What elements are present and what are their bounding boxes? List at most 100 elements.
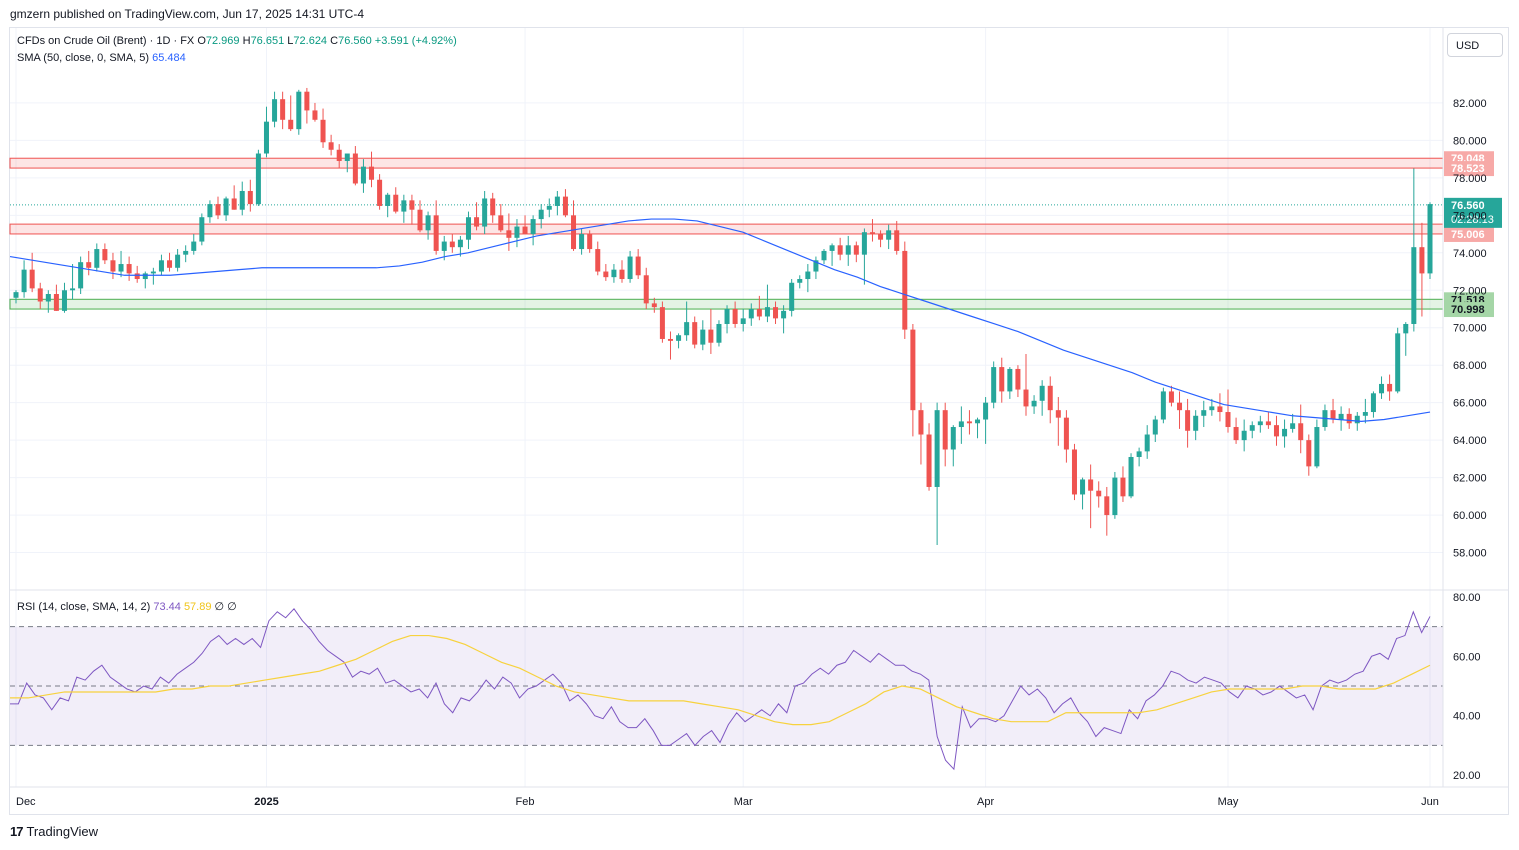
candle-body	[1104, 496, 1110, 516]
open-value: 72.969	[205, 35, 240, 47]
candle-body	[983, 402, 989, 420]
candle-body	[1185, 410, 1191, 431]
candle-body	[732, 309, 738, 324]
candle-body	[433, 215, 439, 251]
candle-body	[498, 215, 504, 231]
candle-body	[781, 310, 787, 319]
key-level-tag-label: 75.006	[1451, 229, 1485, 241]
time-tick-label: May	[1218, 796, 1239, 808]
candle-body	[1379, 383, 1385, 394]
candle-body	[659, 307, 665, 339]
candle-body	[845, 245, 851, 255]
candle-body	[167, 260, 173, 268]
candle-body	[61, 290, 67, 311]
candle-body	[716, 323, 722, 343]
candle-body	[942, 410, 948, 450]
rsi-tick-label: 80.00	[1453, 592, 1481, 604]
candle-body	[1039, 385, 1045, 401]
candle-body	[684, 322, 690, 336]
candle-body	[1282, 428, 1288, 437]
candle-body	[950, 427, 956, 450]
candle-body	[158, 260, 164, 272]
candle-body	[627, 256, 633, 280]
candle-body	[789, 282, 795, 311]
close-value: 76.560	[338, 35, 372, 47]
candle-body	[934, 410, 940, 487]
currency-button[interactable]: USD	[1447, 33, 1503, 57]
candle-body	[991, 367, 997, 403]
candle-body	[522, 226, 528, 235]
candle-body	[571, 215, 577, 250]
rsi-extra: ∅ ∅	[214, 601, 237, 613]
candle-body	[861, 232, 867, 255]
candle-body	[1209, 406, 1215, 411]
candle-body	[926, 434, 932, 487]
candle-body	[1257, 421, 1263, 426]
candle-body	[1177, 402, 1183, 411]
candle-body	[821, 250, 827, 261]
candle-body	[1217, 406, 1223, 413]
candle-body	[118, 264, 124, 272]
candle-body	[1233, 427, 1239, 441]
price-tick-label: 72.000	[1453, 285, 1487, 297]
change-value: +3.591 (+4.92%)	[374, 35, 457, 47]
candle-body	[280, 99, 286, 120]
candle-body	[837, 245, 843, 255]
candle-body	[966, 421, 972, 424]
candle-body	[45, 294, 51, 302]
candle-body	[457, 239, 463, 248]
price-tick-label: 66.000	[1453, 398, 1487, 410]
candle-body	[29, 269, 35, 289]
candle-body	[183, 250, 189, 255]
candle-body	[86, 262, 92, 268]
high-label: H	[242, 35, 251, 47]
candle-body	[360, 166, 366, 184]
time-tick-label: 2025	[254, 796, 278, 808]
sma-value: 65.484	[152, 52, 186, 64]
price-tick-label: 68.000	[1453, 360, 1487, 372]
candle-body	[514, 226, 520, 238]
candle-body	[417, 209, 423, 231]
candle-body	[902, 250, 908, 330]
low-label: L	[287, 35, 294, 47]
footer-brand: TradingView	[26, 824, 99, 839]
candle-body	[78, 262, 84, 289]
candle-body	[773, 307, 779, 319]
candle-body	[700, 329, 706, 345]
rsi-tick-label: 60.00	[1453, 651, 1481, 663]
candle-body	[1273, 425, 1279, 437]
candle-body	[425, 215, 431, 231]
candle-body	[1427, 204, 1433, 274]
tradingview-logo-icon: 17	[10, 824, 24, 839]
candle-body	[94, 249, 100, 268]
last-price-label: 76.560	[1451, 200, 1485, 212]
sma-legend: SMA (50, close, 0, SMA, 5) 65.484	[17, 52, 186, 64]
candle-body	[667, 338, 673, 341]
candle-body	[1128, 456, 1134, 497]
candle-body	[1387, 383, 1393, 392]
candle-body	[635, 256, 641, 276]
candle-body	[296, 91, 302, 130]
candle-body	[377, 179, 383, 206]
candle-body	[1338, 413, 1344, 420]
candle-body	[1249, 425, 1255, 431]
candle-body	[1160, 391, 1166, 420]
candle-body	[409, 200, 415, 210]
price-tick-label: 58.000	[1453, 548, 1487, 560]
candle-body	[150, 271, 156, 274]
candle-body	[1088, 479, 1094, 491]
candle-body	[385, 194, 391, 206]
candle-body	[53, 294, 59, 311]
candle-body	[1071, 449, 1077, 495]
candle-body	[587, 234, 593, 250]
candle-body	[1168, 391, 1174, 403]
candle-body	[999, 367, 1005, 392]
candle-body	[1047, 385, 1053, 411]
candle-body	[465, 217, 471, 240]
candle-body	[70, 288, 76, 291]
candle-body	[1395, 333, 1401, 392]
candle-body	[1015, 368, 1021, 390]
candle-body	[474, 217, 480, 227]
rsi-pane	[10, 608, 1443, 771]
